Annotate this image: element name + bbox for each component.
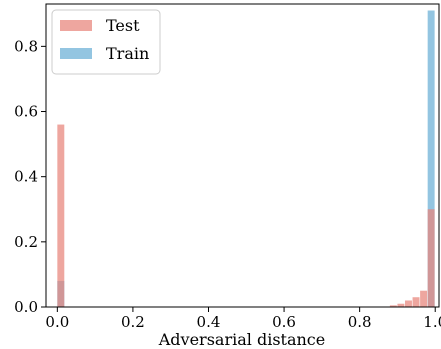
y-axis-ticks: 0.0 0.2 0.4 0.6 0.8 bbox=[14, 37, 46, 316]
x-tick-label: 0.0 bbox=[45, 313, 69, 331]
bar-test-2 bbox=[397, 303, 405, 307]
legend-swatch-test bbox=[60, 20, 92, 31]
x-tick-label: 1.0 bbox=[423, 313, 441, 331]
y-tick-label: 0.2 bbox=[14, 233, 38, 251]
x-tick-label: 0.6 bbox=[272, 313, 296, 331]
plot-frame bbox=[45, 3, 440, 308]
histogram-bars bbox=[57, 10, 435, 308]
bar-train-1 bbox=[427, 10, 435, 308]
bar-test-0 bbox=[57, 124, 65, 307]
bar-test-5 bbox=[420, 290, 428, 307]
bar-test-6 bbox=[427, 209, 435, 307]
x-tick-label: 0.8 bbox=[348, 313, 372, 331]
x-tick-label: 0.4 bbox=[197, 313, 221, 331]
y-tick-label: 0.8 bbox=[14, 37, 38, 55]
legend: Test Train bbox=[51, 9, 161, 75]
y-tick-label: 0.6 bbox=[14, 103, 38, 121]
bar-test-4 bbox=[412, 297, 420, 307]
bar-test-3 bbox=[404, 300, 412, 307]
legend-label-test: Test bbox=[106, 16, 140, 35]
legend-swatch-train bbox=[60, 48, 92, 59]
y-tick-label: 0.0 bbox=[14, 298, 38, 316]
x-axis-label: Adversarial distance bbox=[158, 330, 325, 349]
legend-label-train: Train bbox=[106, 44, 149, 63]
y-tick-label: 0.4 bbox=[14, 168, 38, 186]
x-axis-ticks: 0.0 0.2 0.4 0.6 0.8 1.0 bbox=[45, 307, 441, 331]
bar-test-1 bbox=[389, 305, 397, 307]
x-tick-label: 0.2 bbox=[121, 313, 145, 331]
